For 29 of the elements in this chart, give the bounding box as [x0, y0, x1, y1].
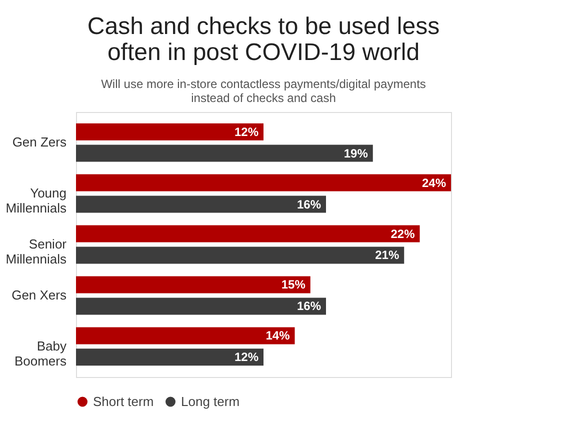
data-label: 21%: [375, 248, 400, 262]
bar: [76, 327, 295, 344]
y-tick-label: Senior Millennials: [6, 236, 68, 266]
data-label: 24%: [422, 176, 446, 190]
data-label: 12%: [234, 124, 259, 139]
y-tick-label: Young Millennials: [6, 186, 67, 216]
legend-label: Short term: [93, 394, 154, 409]
data-label: 16%: [296, 299, 322, 314]
bar: [76, 298, 326, 315]
data-label: 19%: [344, 146, 368, 160]
bar: [76, 123, 264, 140]
bar: [76, 196, 326, 213]
bar: [76, 246, 404, 264]
chart-subtitle: Will use more in-store contactless payments/digital payments instead of checks and cash: [101, 77, 426, 105]
bar: [76, 144, 373, 162]
y-tick-label: Gen Xers: [12, 287, 67, 302]
bar: [76, 174, 451, 192]
data-label: 12%: [234, 350, 259, 364]
data-label: 15%: [281, 278, 306, 292]
bar: [76, 276, 310, 294]
bar: [76, 225, 420, 242]
data-label: 22%: [390, 226, 416, 241]
data-label: 16%: [296, 197, 322, 212]
y-tick-label: Baby Boomers: [14, 338, 67, 368]
legend-label: Long term: [181, 394, 240, 409]
bar: [76, 348, 264, 366]
chart-title: Cash and checks to be used less often in post COVID-19 world: [87, 13, 440, 66]
y-tick-label: Gen Zers: [12, 134, 67, 150]
data-label: 14%: [266, 328, 290, 343]
